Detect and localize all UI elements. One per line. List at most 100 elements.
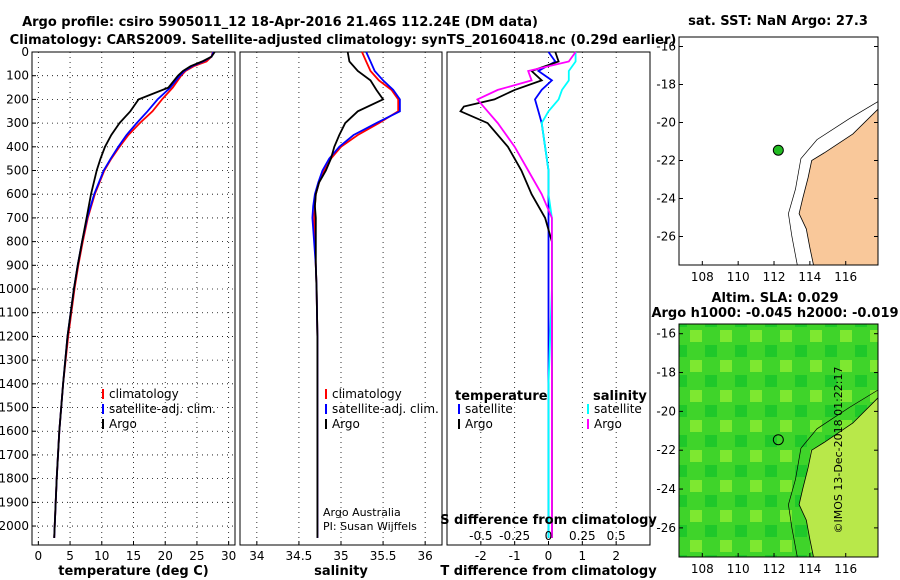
secondary-tick-label: 0.5 <box>607 529 626 543</box>
y-tick-label: 400 <box>6 140 29 154</box>
y-tick-label: 1200 <box>0 329 29 343</box>
y-tick-label: 1400 <box>0 377 29 391</box>
x-tick-label: 0 <box>35 549 43 563</box>
legend-entry: satellite <box>594 402 642 416</box>
y-tick-label: 500 <box>6 164 29 178</box>
x-tick-label: -1 <box>509 549 521 563</box>
y-tick-label: 100 <box>6 69 29 83</box>
legend-entry: climatology <box>109 387 179 401</box>
x-tick-label: 20 <box>158 549 173 563</box>
secondary-tick-label: -0.5 <box>469 529 492 543</box>
figure-title-line2: Climatology: CARS2009. Satellite-adjuste… <box>10 33 677 48</box>
legend-entry: satellite <box>465 402 513 416</box>
lon-tick-label: 114 <box>798 270 821 284</box>
credit-line: PI: Susan Wijffels <box>323 520 417 533</box>
lat-tick-label: -18 <box>656 78 676 92</box>
series-line-argo <box>53 51 216 538</box>
x-tick-label: 25 <box>189 549 204 563</box>
lat-tick-label: -22 <box>656 154 676 168</box>
lon-tick-label: 108 <box>691 562 714 576</box>
x-tick-label: 35.5 <box>370 549 397 563</box>
x-axis-label: T difference from climatology <box>440 564 657 579</box>
sla-map-title-line1: Altim. SLA: 0.029 <box>712 291 839 306</box>
y-tick-label: 600 <box>6 187 29 201</box>
lon-tick-label: 112 <box>763 562 786 576</box>
x-tick-label: 2 <box>612 549 620 563</box>
legend-entry: Argo <box>594 417 622 431</box>
x-tick-label: 34 <box>249 549 264 563</box>
x-axis-label: salinity <box>314 564 368 579</box>
y-tick-label: 1100 <box>0 306 29 320</box>
chart-panel-differences: -2 -1 0 1 2T difference from climatology temp… <box>440 51 657 579</box>
y-tick-label: 1000 <box>0 282 29 296</box>
x-tick-label: 0 <box>545 549 553 563</box>
x-tick-label: -2 <box>475 549 487 563</box>
float-position-marker <box>772 144 784 156</box>
y-tick-label: 1900 <box>0 495 29 509</box>
lat-tick-label: -18 <box>656 366 676 380</box>
legend-entry: satellite-adj. clim. <box>109 402 216 416</box>
figure-title-line1: Argo profile: csiro 5905011_12 18-Apr-20… <box>22 15 538 30</box>
copyright-stamp: ©IMOS 13-Dec-2018 01:22:17 <box>832 367 845 534</box>
x-tick-label: 30 <box>221 549 236 563</box>
x-tick-label: 36 <box>418 549 433 563</box>
sst-map-title: sat. SST: NaN Argo: 27.3 <box>688 14 868 29</box>
y-tick-label: 300 <box>6 116 29 130</box>
secondary-axis-label: S difference from climatology <box>440 513 657 528</box>
x-tick-label: 35 <box>333 549 348 563</box>
y-tick-label: 1600 <box>0 424 29 438</box>
y-tick-label: 2000 <box>0 519 29 533</box>
float-position-marker <box>772 434 784 446</box>
shelf-contour <box>788 101 879 266</box>
sla-map-title-line2: Argo h1000: -0.045 h2000: -0.019 <box>651 306 898 321</box>
legend-title-salinity: salinity <box>593 389 647 404</box>
lon-tick-label: 108 <box>691 270 714 284</box>
y-tick-label: 1300 <box>0 353 29 367</box>
lat-tick-label: -26 <box>656 521 676 535</box>
lat-tick-label: -24 <box>656 482 676 496</box>
x-tick-label: 15 <box>126 549 141 563</box>
y-tick-label: 800 <box>6 235 29 249</box>
y-tick-label: 900 <box>6 258 29 272</box>
lon-tick-label: 110 <box>727 562 750 576</box>
secondary-tick-label: 0 <box>545 529 553 543</box>
x-tick-label: 1 <box>579 549 587 563</box>
y-tick-label: 200 <box>6 92 29 106</box>
chart-panel-temperature: 0 5 10 15 20 25 300100200300400500600700800900… <box>0 45 236 579</box>
legend-entry: Argo <box>332 417 360 431</box>
y-tick-label: 0 <box>21 45 29 59</box>
lon-tick-label: 116 <box>834 562 857 576</box>
lon-tick-label: 116 <box>834 270 857 284</box>
legend-entry: climatology <box>332 387 402 401</box>
lat-tick-label: -24 <box>656 192 676 206</box>
legend-title-temperature: temperature <box>455 389 548 404</box>
y-tick-label: 1800 <box>0 472 29 486</box>
lat-tick-label: -16 <box>656 327 676 341</box>
plot-frame <box>239 51 443 546</box>
y-tick-label: 1500 <box>0 401 29 415</box>
series-line-argo <box>313 51 385 538</box>
x-tick-label: 34.5 <box>286 549 313 563</box>
secondary-tick-label: 0.25 <box>569 529 596 543</box>
y-tick-label: 1700 <box>0 448 29 462</box>
series-line-s-argo <box>475 51 577 538</box>
lon-tick-label: 112 <box>763 270 786 284</box>
x-axis-label: temperature (deg C) <box>58 564 208 579</box>
legend-entry: Argo <box>109 417 137 431</box>
credit-line: Argo Australia <box>323 506 401 519</box>
map-frame <box>678 323 879 558</box>
y-tick-label: 700 <box>6 211 29 225</box>
lat-tick-label: -20 <box>656 404 676 418</box>
map-frame <box>678 36 879 266</box>
sst-map: 108 110 112 114 116 -16 -18 -20 -22 -24 -26 <box>656 36 879 284</box>
lat-tick-label: -16 <box>656 40 676 54</box>
sla-map: 108 110 112 114 116 -16 -18 -20 -22 -24 -26 <box>656 323 879 576</box>
legend-entry: Argo <box>465 417 493 431</box>
x-tick-label: 10 <box>94 549 109 563</box>
x-tick-label: 5 <box>66 549 74 563</box>
lon-tick-label: 110 <box>727 270 750 284</box>
legend-entry: satellite-adj. clim. <box>332 402 439 416</box>
secondary-tick-label: -0.25 <box>499 529 530 543</box>
lat-tick-label: -22 <box>656 443 676 457</box>
